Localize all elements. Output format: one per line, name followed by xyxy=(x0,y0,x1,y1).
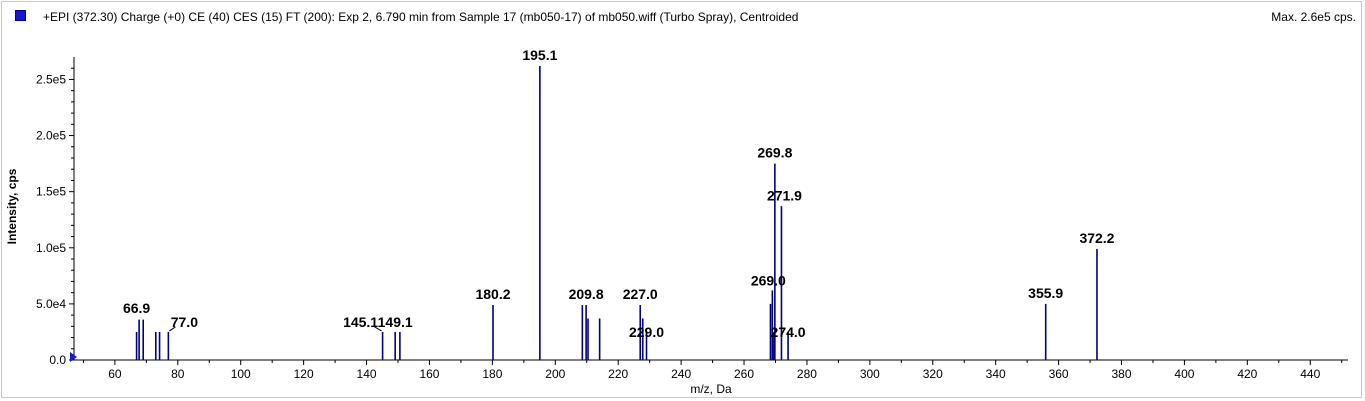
peak-label: 149.1 xyxy=(378,314,413,330)
x-tick-label: 160 xyxy=(419,367,439,381)
peak-label: 372.2 xyxy=(1079,230,1114,246)
y-tick-label: 2.5e5 xyxy=(36,72,66,86)
x-tick-label: 280 xyxy=(797,367,817,381)
x-tick-label: 320 xyxy=(923,367,943,381)
peak-labels: 66.9 77.0 145.1 149.1 180.2 195.1 209.8 227.0 22… xyxy=(123,47,1115,340)
peak-label: 355.9 xyxy=(1028,285,1063,301)
y-axis-title: Intensity, cps xyxy=(5,168,19,244)
peak-label: 269.8 xyxy=(757,145,792,161)
label-leader-line xyxy=(169,326,176,332)
axis-scroll-marker-icon[interactable] xyxy=(70,352,77,362)
x-tick-label: 220 xyxy=(608,367,628,381)
label-leader-line xyxy=(374,326,382,332)
max-intensity-label: Max. 2.6e5 cps. xyxy=(1271,10,1356,24)
x-tick-label: 180 xyxy=(482,367,502,381)
x-tick-label: 80 xyxy=(171,367,185,381)
x-tick-label: 120 xyxy=(294,367,314,381)
x-axis-title: m/z, Da xyxy=(690,382,732,396)
x-tick-label: 380 xyxy=(1111,367,1131,381)
x-tick-label: 200 xyxy=(545,367,565,381)
peak-label: 271.9 xyxy=(767,187,802,203)
chart-axes: 60 80 100 120 140 160 180 200 220 240 260 280 300 320… xyxy=(36,57,1348,381)
x-tick-label: 260 xyxy=(734,367,754,381)
spectrum-title: +EPI (372.30) Charge (+0) CE (40) CES (1… xyxy=(43,10,799,24)
x-tick-label: 140 xyxy=(357,367,377,381)
peak-label: 195.1 xyxy=(522,47,557,63)
x-tick-label: 400 xyxy=(1174,367,1194,381)
x-tick-label: 420 xyxy=(1237,367,1257,381)
peak-label: 66.9 xyxy=(123,300,150,316)
x-tick-label: 300 xyxy=(860,367,880,381)
y-tick-label: 1.5e5 xyxy=(36,185,66,199)
y-tick-label: 0.0 xyxy=(49,353,66,367)
peak-label: 227.0 xyxy=(623,286,658,302)
peak-label: 145.1 xyxy=(343,314,378,330)
peak-label: 209.8 xyxy=(569,286,604,302)
y-tick-label: 1.0e5 xyxy=(36,241,66,255)
peak-label: 180.2 xyxy=(475,286,510,302)
x-tick-label: 100 xyxy=(231,367,251,381)
peak-label: 229.0 xyxy=(629,324,664,340)
x-tick-label: 240 xyxy=(671,367,691,381)
peak-label: 77.0 xyxy=(171,314,198,330)
y-tick-label: 2.0e5 xyxy=(36,129,66,143)
x-tick-label: 440 xyxy=(1300,367,1320,381)
x-tick-label: 60 xyxy=(108,367,122,381)
x-tick-label: 360 xyxy=(1049,367,1069,381)
peak-label: 269.0 xyxy=(751,272,786,288)
y-tick-label: 5.0e4 xyxy=(36,297,66,311)
x-tick-label: 340 xyxy=(986,367,1006,381)
peak-bars xyxy=(135,65,1098,360)
series-color-swatch xyxy=(15,10,26,21)
peak-label: 274.0 xyxy=(771,324,806,340)
